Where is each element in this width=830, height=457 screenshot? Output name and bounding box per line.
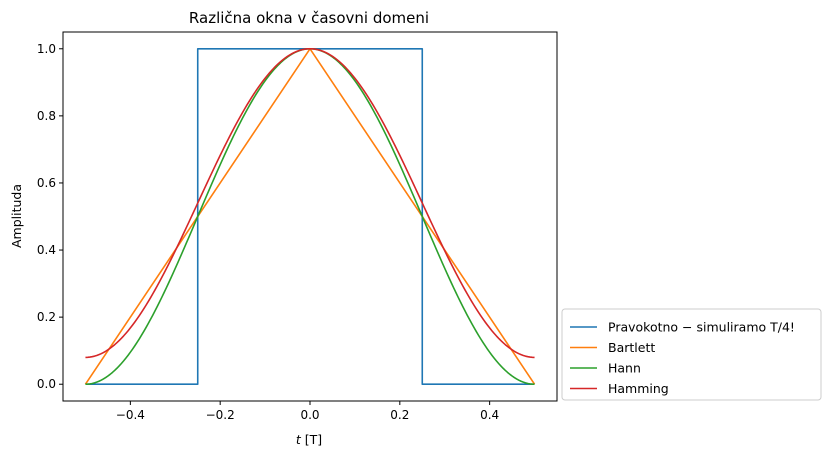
- x-axis-label-unit: [T]: [305, 432, 322, 447]
- x-tick-label: 0.2: [390, 408, 409, 422]
- y-tick-label: 1.0: [37, 42, 56, 56]
- legend-label-2: Hann: [608, 361, 641, 376]
- plot-frame: [62, 31, 558, 402]
- y-tick-label: 0.8: [37, 109, 56, 123]
- x-tick-label: −0.2: [206, 408, 235, 422]
- series-line-2: [85, 47, 535, 386]
- y-axis-label: Amplituda: [9, 184, 24, 248]
- x-axis-ticks: −0.4 −0.2 0.0 0.2 0.4: [116, 401, 499, 422]
- y-tick-label: 0.0: [37, 377, 56, 391]
- chart-title: Različna okna v časovni domeni: [189, 9, 429, 27]
- legend: Pravokotno − simuliramo T/4! Bartlett Hann…: [561, 308, 822, 401]
- y-tick-label: 0.4: [37, 243, 56, 257]
- x-tick-label: −0.4: [116, 408, 145, 422]
- legend-box: [561, 308, 822, 401]
- series-layer: [84, 47, 536, 386]
- y-tick-label: 0.2: [37, 310, 56, 324]
- x-tick-label: 0.0: [300, 408, 319, 422]
- legend-label-3: Hamming: [608, 381, 669, 396]
- legend-label-0: Pravokotno − simuliramo T/4!: [608, 320, 795, 335]
- x-axis-label-variable: t: [296, 432, 302, 447]
- series-line-0: [85, 47, 535, 386]
- x-axis-label: t [T]: [296, 432, 322, 447]
- legend-label-1: Bartlett: [608, 340, 655, 355]
- legend-entries: Pravokotno − simuliramo T/4! Bartlett Hann…: [570, 320, 795, 396]
- y-axis-ticks: 0.0 0.2 0.4 0.6 0.8 1.0: [37, 42, 63, 391]
- y-tick-label: 0.6: [37, 176, 56, 190]
- series-line-3: [85, 47, 535, 359]
- series-line-1: [84, 47, 536, 385]
- x-tick-label: 0.4: [480, 408, 499, 422]
